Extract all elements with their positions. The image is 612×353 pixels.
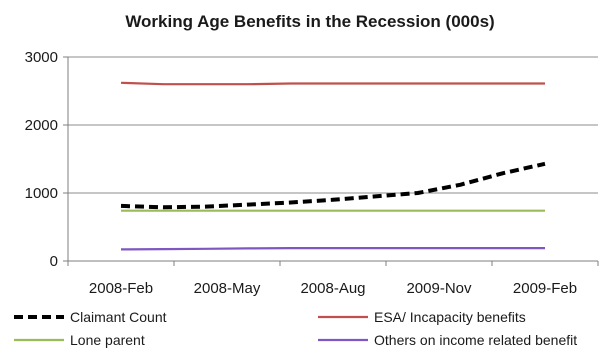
- y-tick-label: 3000: [25, 49, 58, 66]
- legend-label: ESA/ Incapacity benefits: [374, 309, 526, 325]
- axes: [63, 56, 599, 266]
- y-tick-label: 0: [50, 253, 58, 270]
- x-tick-label: 2008-Feb: [89, 280, 153, 297]
- y-tick-label: 1000: [25, 185, 58, 202]
- chart-title: Working Age Benefits in the Recession (0…: [125, 12, 494, 31]
- legend-item-esa-incapacity-benefits: ESA/ Incapacity benefits: [318, 309, 526, 325]
- x-tick-label: 2009-Nov: [406, 280, 472, 297]
- legend-item-others-on-income-related-benefit: Others on income related benefit: [318, 332, 577, 348]
- series-lines: [120, 81, 546, 251]
- x-tick-label: 2009-Feb: [513, 280, 577, 297]
- legend-item-lone-parent: Lone parent: [14, 332, 145, 348]
- legend-item-claimant-count: Claimant Count: [14, 309, 167, 325]
- x-tick-label: 2008-Aug: [300, 280, 365, 297]
- legend: Claimant Count ESA/ Incapacity benefits Lo…: [14, 309, 577, 348]
- series-line-esa-incapacity-benefits: [120, 81, 545, 86]
- x-tick-label: 2008-May: [194, 280, 261, 297]
- tick-labels: 0 1000 2000 3000 2008-Feb 2008-May 2008-Aug 200…: [25, 49, 577, 297]
- legend-label: Claimant Count: [70, 309, 167, 325]
- y-tick-label: 2000: [25, 117, 58, 134]
- series-line-claimant-count: [120, 161, 546, 210]
- legend-label: Others on income related benefit: [374, 332, 577, 348]
- series-line-others-on-income-related-benefit: [120, 247, 545, 251]
- gridlines: [68, 56, 598, 194]
- legend-label: Lone parent: [70, 332, 145, 348]
